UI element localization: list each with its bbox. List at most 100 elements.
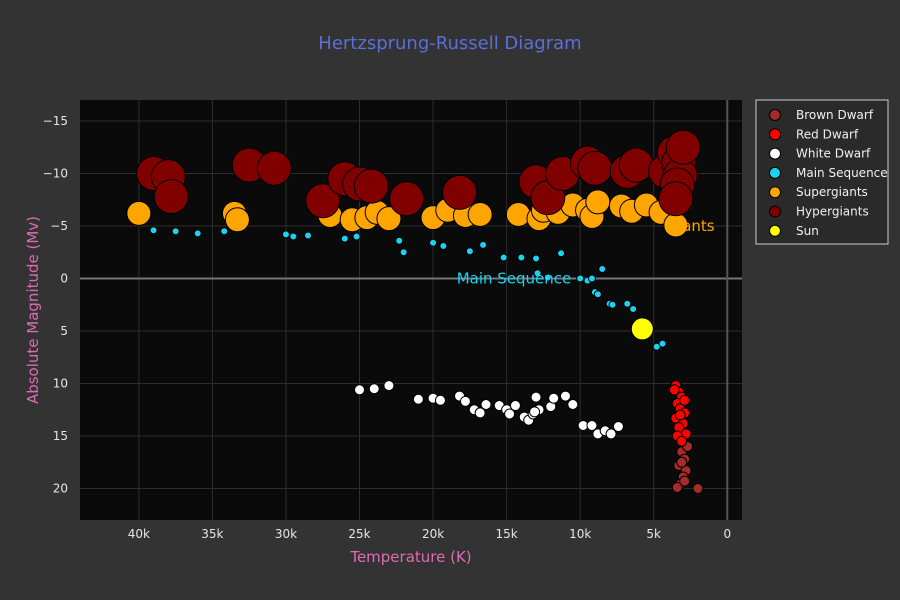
data-point: [376, 206, 402, 232]
data-point: [304, 231, 313, 240]
data-point: [593, 290, 602, 299]
data-point: [618, 147, 654, 183]
zero-lines: [80, 100, 742, 520]
x-tick-label: 30k: [275, 527, 297, 541]
data-point: [676, 456, 688, 468]
y-tick-label: −5: [50, 219, 68, 233]
data-point: [671, 481, 683, 493]
data-points: [126, 129, 704, 494]
data-point: [399, 248, 408, 257]
legend-item[interactable]: Hypergiants: [769, 205, 869, 219]
legend-marker: [769, 128, 781, 141]
legend-marker: [769, 205, 781, 218]
data-point: [557, 249, 566, 258]
data-point: [220, 227, 229, 236]
x-tick-label: 0: [723, 527, 731, 541]
data-point: [692, 483, 704, 494]
data-point: [412, 393, 424, 405]
data-point: [679, 394, 691, 406]
data-point: [193, 229, 202, 238]
data-point: [630, 317, 654, 341]
data-point: [149, 226, 158, 235]
data-point: [577, 150, 613, 186]
data-point: [598, 265, 607, 274]
data-point: [340, 234, 349, 243]
data-point: [505, 201, 531, 227]
data-point: [585, 189, 611, 215]
data-point: [532, 254, 541, 263]
legend-item[interactable]: Main Sequence: [769, 166, 888, 180]
y-tick-label: 5: [60, 324, 68, 338]
data-point: [567, 399, 579, 410]
legend-item[interactable]: Supergiants: [769, 185, 868, 199]
data-point: [608, 300, 617, 309]
x-tick-label: 25k: [348, 527, 370, 541]
legend-marker: [769, 224, 781, 237]
data-point: [305, 183, 341, 219]
data-point: [679, 475, 691, 487]
legend-item[interactable]: White Dwarf: [769, 147, 872, 161]
data-point: [479, 240, 488, 249]
data-point: [658, 339, 667, 348]
data-point: [459, 395, 471, 407]
y-tick-label: −10: [43, 167, 68, 181]
data-point: [289, 232, 298, 241]
annotations: Main Sequence Giants: [457, 217, 715, 288]
data-point: [612, 421, 624, 433]
legend-label: White Dwarf: [796, 147, 871, 161]
data-point: [354, 384, 366, 396]
series-white-dwarf: [354, 380, 624, 440]
legend-label: Supergiants: [796, 185, 868, 199]
data-point: [429, 238, 438, 247]
data-point: [587, 274, 596, 283]
series-hypergiants: [136, 129, 701, 219]
data-point: [576, 274, 585, 283]
data-point: [256, 150, 292, 186]
data-point: [676, 435, 688, 447]
data-point: [543, 273, 552, 282]
legend-label: Red Dwarf: [796, 127, 859, 141]
series-sun: [630, 317, 654, 341]
data-point: [352, 232, 361, 241]
legend-marker: [769, 109, 781, 121]
legend-label: Sun: [796, 224, 819, 238]
data-point: [224, 207, 250, 233]
data-point: [499, 253, 508, 262]
data-point: [629, 304, 638, 313]
y-tick-label: 15: [53, 429, 68, 443]
data-point: [530, 391, 542, 403]
chart-title: Hertzsprung-Russell Diagram: [318, 33, 581, 54]
data-point: [389, 181, 425, 217]
legend-item[interactable]: Sun: [769, 224, 819, 238]
grid-lines: [80, 100, 742, 520]
legend-item[interactable]: Red Dwarf: [769, 127, 859, 141]
data-point: [623, 299, 632, 308]
legend-item[interactable]: Brown Dwarf: [769, 108, 874, 122]
data-point: [474, 407, 486, 419]
x-tick-label: 40k: [128, 527, 150, 541]
x-tick-label: 20k: [422, 527, 444, 541]
data-point: [605, 428, 617, 440]
data-point: [586, 420, 598, 431]
legend-label: Hypergiants: [796, 205, 869, 219]
data-point: [383, 380, 395, 392]
data-point: [665, 129, 701, 165]
legend[interactable]: Brown Dwarf Red Dwarf White Dwarf Main Sequ…: [755, 99, 889, 245]
data-point: [171, 227, 180, 236]
data-point: [467, 201, 493, 227]
data-point: [674, 409, 686, 421]
series-brown-dwarf: [671, 441, 704, 494]
y-tick-label: 20: [53, 482, 68, 496]
data-point: [368, 383, 380, 395]
data-point: [442, 174, 478, 210]
y-tick-label: −15: [43, 114, 68, 128]
data-point: [126, 200, 152, 226]
data-point: [559, 390, 571, 402]
data-point: [529, 406, 541, 418]
data-point: [517, 253, 526, 262]
y-tick-label: 10: [53, 377, 68, 391]
legend-marker: [769, 186, 781, 199]
annotation-label: Main Sequence: [457, 270, 572, 288]
legend-label: Brown Dwarf: [796, 108, 874, 122]
data-point: [504, 408, 516, 420]
